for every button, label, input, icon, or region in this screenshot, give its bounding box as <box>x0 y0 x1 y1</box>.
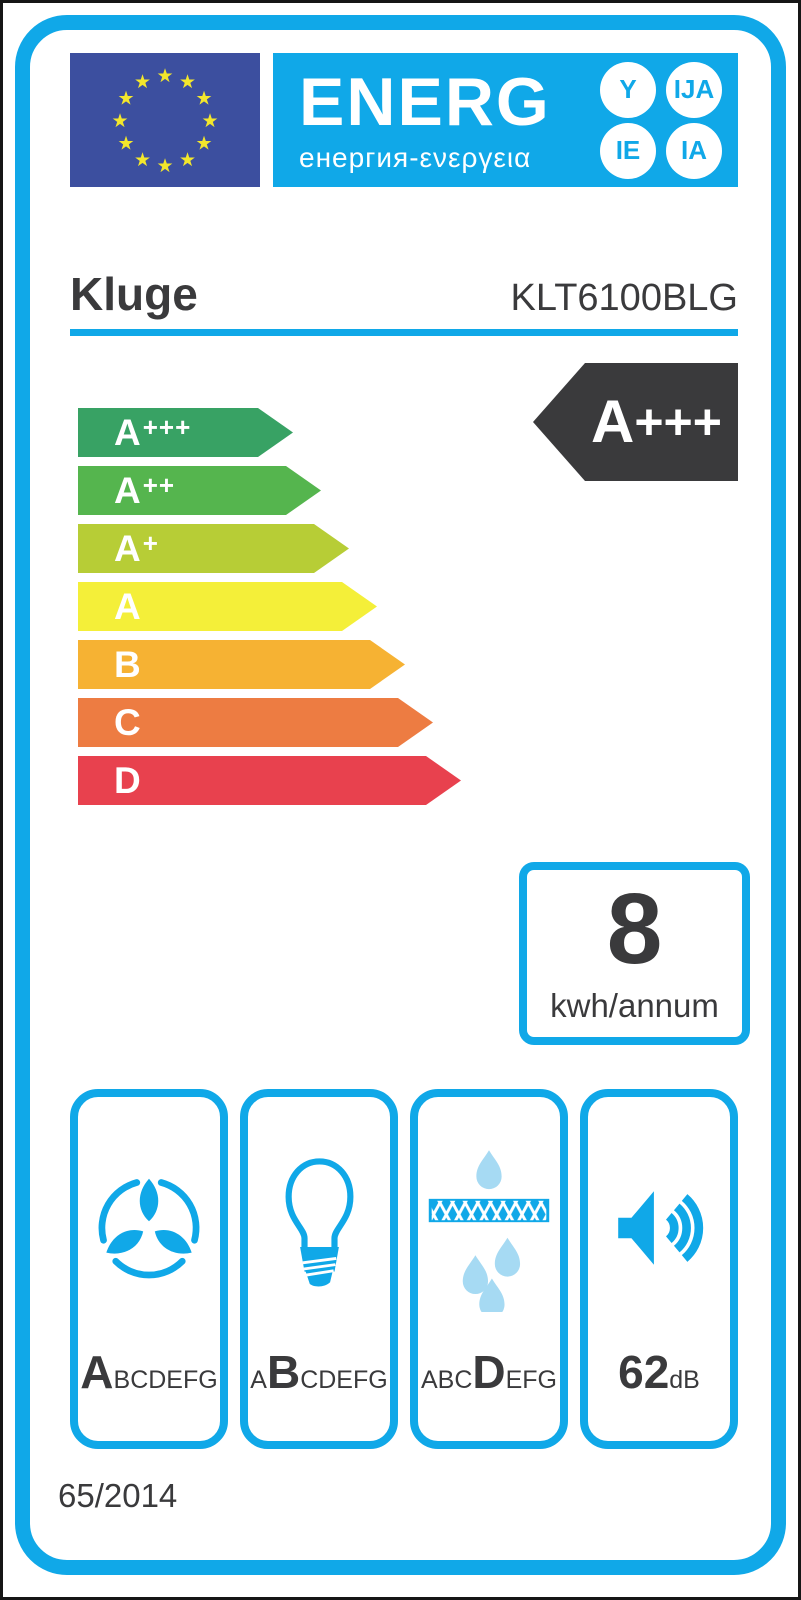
svg-text:★: ★ <box>117 133 134 155</box>
energ-subtitle: енергия-ενεργεια <box>299 142 532 173</box>
eu-flag: ★ ★ ★ ★ ★ ★ ★ ★ ★ ★ ★ ★ <box>70 53 260 187</box>
metric-lighting: ABCDEFG <box>240 1089 398 1449</box>
energ-title: ENERG <box>299 64 551 140</box>
scale-arrow-a: A <box>78 582 377 631</box>
scale-arrow-label: C <box>114 702 141 743</box>
fan-icon <box>93 1115 205 1340</box>
scale-arrow-label: A+ <box>114 528 159 569</box>
svg-text:★: ★ <box>195 88 212 110</box>
scale-arrow-b: B <box>78 640 405 689</box>
brand-row: Kluge KLT6100BLG <box>70 271 738 336</box>
efficiency-scale: A+++ A++ A+ A B C D A+++ <box>70 363 738 805</box>
energ-text-block: ENERG енергия-ενεργεια <box>299 68 551 172</box>
scale-arrow-label: A++ <box>114 470 176 511</box>
label-content: ★ ★ ★ ★ ★ ★ ★ ★ ★ ★ ★ ★ ENERG енергия-ενεργεια Y… <box>58 30 750 1515</box>
suffix-y: Y <box>600 61 656 118</box>
product-rating-arrow: A+++ <box>533 363 738 481</box>
energy-value: 8 <box>606 873 663 985</box>
suffix-ia: IA <box>666 122 722 179</box>
svg-text:★: ★ <box>201 110 218 132</box>
metric-class-label: ABCDEFG <box>250 1346 388 1398</box>
scale-arrow-a+: A+ <box>78 524 349 573</box>
svg-text:★: ★ <box>156 65 173 87</box>
svg-text:★: ★ <box>134 71 151 93</box>
svg-text:★: ★ <box>179 149 196 171</box>
metric-noise-label: 62dB <box>618 1346 700 1398</box>
svg-text:★: ★ <box>179 71 196 93</box>
svg-text:★: ★ <box>156 155 173 177</box>
energy-unit: kwh/annum <box>550 987 719 1024</box>
metric-grease-filter: ABCDEFG <box>410 1089 568 1449</box>
metric-fluid-dynamic: ABCDEFG <box>70 1089 228 1449</box>
grease-filter-icon <box>421 1115 557 1340</box>
svg-text:★: ★ <box>111 110 128 132</box>
scale-arrow-label: D <box>114 760 141 801</box>
label-border <box>15 15 786 1575</box>
scale-arrow-c: C <box>78 698 433 747</box>
metric-boxes: ABCDEFG ABCDEFG <box>70 1089 738 1449</box>
language-suffixes: Y IJA IE IA <box>600 61 722 179</box>
svg-text:★: ★ <box>195 133 212 155</box>
speaker-icon <box>605 1115 713 1340</box>
eu-flag-stars: ★ ★★ ★★★ ★★★ ★★★ <box>111 65 218 177</box>
svg-text:★: ★ <box>117 88 134 110</box>
brand-name: Kluge <box>70 268 198 320</box>
scale-arrow-a+++: A+++ <box>78 408 293 457</box>
metric-noise: 62dB <box>580 1089 738 1449</box>
scale-arrow-a++: A++ <box>78 466 321 515</box>
metric-class-label: ABCDEFG <box>80 1346 218 1398</box>
suffix-ija: IJA <box>666 61 722 118</box>
light-bulb-icon <box>271 1115 368 1340</box>
model-number: KLT6100BLG <box>510 277 738 319</box>
energy-consumption-box: 8 kwh/annum <box>519 862 750 1045</box>
scale-arrow-label: A <box>114 586 141 627</box>
regulation-number: 65/2014 <box>58 1477 178 1514</box>
scale-arrow-label: B <box>114 644 141 685</box>
product-rating-label: A+++ <box>591 388 722 455</box>
energ-banner: ENERG енергия-ενεργεια Y IJA IE IA <box>273 53 738 187</box>
scale-arrow-label: A+++ <box>114 412 192 453</box>
header: ★ ★ ★ ★ ★ ★ ★ ★ ★ ★ ★ ★ ENERG енергия-ενεργεια Y… <box>70 53 738 187</box>
svg-text:★: ★ <box>134 149 151 171</box>
scale-arrow-d: D <box>78 756 461 805</box>
suffix-ie: IE <box>600 122 656 179</box>
metric-class-label: ABCDEFG <box>420 1346 558 1398</box>
